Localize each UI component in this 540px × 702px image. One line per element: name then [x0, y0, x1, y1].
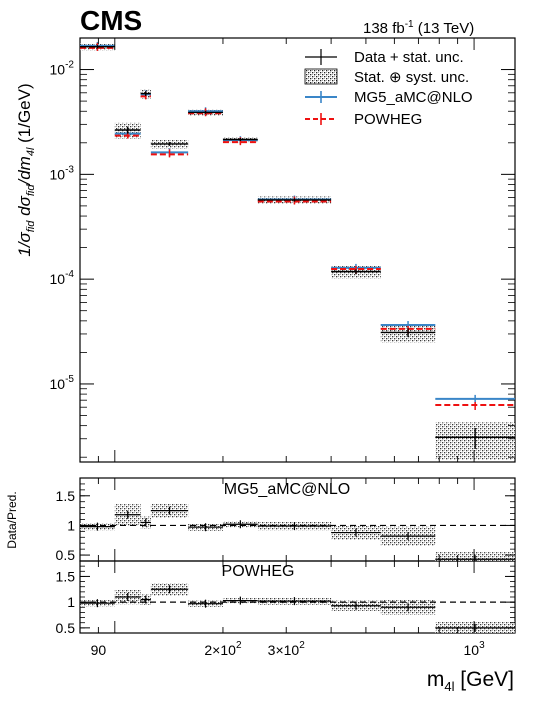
legend-label-syst: Stat. ⊕ syst. unc.: [354, 69, 469, 86]
y-tick-label-2: 10-4: [50, 269, 75, 287]
y-tick-label-1: 10-3: [50, 164, 75, 182]
ratio-powheg-ytick-label-2: 1.5: [56, 568, 76, 584]
ratio-title-powheg: POWHEG: [222, 563, 295, 580]
experiment-label: CMS: [80, 5, 142, 36]
ratio-powheg-ytick-label-0: 0.5: [56, 620, 76, 636]
x-tick-label-2: 3×102: [268, 640, 306, 658]
x-tick-label-1: 2×102: [204, 640, 242, 658]
ratio-y-axis-label: Data/Pred.: [5, 491, 19, 548]
ratio-powheg-ytick-label-1: 1: [67, 594, 75, 610]
y-tick-label-3: 10-5: [50, 374, 75, 392]
x-tick-label-3: 103: [463, 640, 485, 658]
main-plot-area: [80, 41, 515, 460]
legend-label-powheg: POWHEG: [354, 111, 422, 128]
luminosity-label: 138 fb-1 (13 TeV): [363, 19, 474, 37]
legend-entry-syst: Stat. ⊕ syst. unc.: [304, 68, 469, 86]
main-panel-frame: [79, 37, 516, 463]
legend-label-data: Data + stat. unc.: [354, 49, 464, 66]
ratio-mg5-ytick-label-2: 1.5: [56, 488, 76, 504]
legend-entry-mg5: MG5_aMC@NLO: [305, 89, 473, 106]
legend-entry-data: Data + stat. unc.: [305, 49, 464, 66]
legend-label-mg5: MG5_aMC@NLO: [354, 89, 473, 106]
x-axis-label: m4l [GeV]: [427, 668, 514, 694]
svg-text:1/σfid dσfid/dm4l (1/GeV): 1/σfid dσfid/dm4l (1/GeV): [15, 83, 37, 256]
ratio-title-mg5: MG5_aMC@NLO: [224, 481, 351, 498]
x-tick-label-0: 90: [91, 642, 107, 658]
legend: Data + stat. unc. Stat. ⊕ syst. unc. MG5…: [304, 49, 473, 128]
ratio-mg5-ytick-label-1: 1: [67, 517, 75, 533]
axes: 10-2 10-3 10-4 10-5 90 2×102 3×102 103: [50, 38, 515, 658]
ratio-plot-mg5: 0.5 1 1.5: [56, 483, 515, 563]
legend-entry-powheg: POWHEG: [305, 111, 422, 128]
ratio-plot-powheg: 0.5 1 1.5: [56, 565, 515, 636]
y-tick-label-0: 10-2: [50, 60, 75, 78]
ratio-mg5-ytick-label-0: 0.5: [56, 547, 76, 563]
y-axis-label: 1/σfid dσfid/dm4l (1/GeV): [15, 83, 37, 256]
